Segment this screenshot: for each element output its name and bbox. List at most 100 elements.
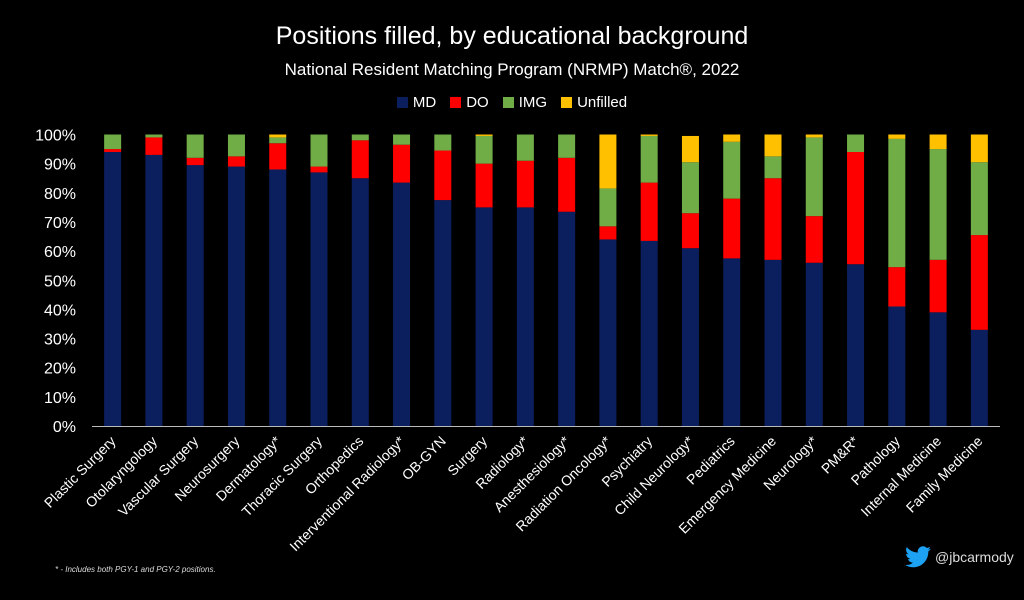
bar-segment-md (764, 259, 782, 426)
bar-segment-md (145, 154, 163, 426)
legend-label: DO (466, 94, 489, 111)
y-tick-label: 50% (44, 273, 76, 290)
bar-segment-img (805, 137, 823, 217)
bar-segment-img (310, 134, 328, 167)
bar-segment-do (434, 150, 452, 201)
bar-segment-md (227, 166, 245, 426)
bar-segment-unfilled (599, 134, 617, 189)
bar-segment-img (558, 134, 576, 158)
bar-segment-md (516, 207, 534, 426)
bar-segment-md (599, 239, 617, 426)
y-tick-label: 0% (53, 419, 76, 436)
x-tick-label: OB-GYN (399, 433, 449, 483)
bar-segment-do (847, 151, 865, 265)
bar-segment-unfilled (929, 134, 947, 150)
bar-segment-img (269, 137, 287, 144)
legend-label: Unfilled (577, 94, 628, 111)
bar-segment-md (970, 329, 988, 426)
y-tick-label: 40% (44, 302, 76, 319)
bar-segment-img (434, 134, 452, 151)
legend-item-do: DO (450, 94, 489, 111)
bar-segment-unfilled (970, 134, 988, 163)
bar-segment-do (888, 267, 906, 307)
bar-segment-img (764, 156, 782, 179)
y-tick-label: 60% (44, 244, 76, 261)
y-tick-label: 90% (44, 157, 76, 174)
legend-item-md: MD (396, 94, 437, 111)
legend-swatch (450, 97, 462, 108)
bar-segment-img (351, 134, 369, 141)
x-tick-label: Otolaryngology (82, 433, 160, 511)
bar-segment-img (888, 138, 906, 268)
bar-segment-md (805, 262, 823, 426)
bar-segment-do (764, 178, 782, 260)
footnote: * - Includes both PGY-1 and PGY-2 positi… (55, 565, 216, 574)
x-tick-label: Family Medicine (903, 433, 986, 516)
bar-segment-md (310, 172, 328, 426)
bar-segment-img (847, 134, 865, 152)
bar-segment-do (723, 198, 741, 259)
bar-segment-do (310, 166, 328, 173)
bar-segment-do (186, 157, 204, 166)
bar-segment-img (929, 149, 947, 260)
bar-segment-do (640, 182, 658, 241)
bar-segment-do (558, 157, 576, 212)
bar-segment-do (929, 259, 947, 313)
bar-segment-md (929, 312, 947, 426)
bar-segment-md (434, 200, 452, 426)
bar-segment-img (599, 188, 617, 227)
bar-segment-md (847, 264, 865, 426)
bar-segment-img (393, 134, 411, 145)
bar-segment-do (599, 226, 617, 240)
bar-segment-md (475, 207, 493, 426)
handle-text: @jbcarmody (935, 549, 1014, 565)
bar-segment-unfilled (475, 134, 493, 136)
bar-segment-do (145, 137, 163, 155)
bar-segment-do (805, 216, 823, 263)
bar-segment-img (640, 135, 658, 183)
bar-segment-md (681, 248, 699, 426)
bar-segment-img (723, 141, 741, 199)
legend-label: MD (412, 94, 437, 111)
y-tick-label: 100% (35, 128, 76, 145)
bar-segment-do (269, 143, 287, 170)
bar-segment-md (351, 178, 369, 426)
bar-segment-md (104, 151, 122, 427)
legend-item-img: IMG (502, 94, 548, 111)
legend-label: IMG (518, 94, 548, 111)
bar-segment-do (516, 160, 534, 208)
legend-item-unfilled: Unfilled (561, 94, 627, 111)
y-tick-label: 70% (44, 215, 76, 232)
legend-swatch (502, 97, 514, 108)
x-tick-label: Plastic Surgery (41, 433, 119, 511)
bar-segment-do (227, 156, 245, 167)
y-tick-label: 80% (44, 186, 76, 203)
chart-title: Positions filled, by educational backgro… (275, 22, 749, 50)
bar-segment-img (145, 134, 163, 138)
bar-segment-md (558, 211, 576, 426)
bar-segment-md (269, 169, 287, 427)
bar-segment-do (104, 149, 122, 152)
twitter-handle: @jbcarmody (905, 546, 1014, 568)
bar-segment-unfilled (269, 134, 287, 138)
bar-segment-unfilled (888, 134, 906, 139)
bar-segment-do (475, 163, 493, 208)
bar-segment-unfilled (723, 134, 741, 142)
bar-segment-md (640, 240, 658, 426)
bar-segment-md (393, 182, 411, 426)
chart-subtitle: National Resident Matching Program (NRMP… (284, 60, 740, 79)
twitter-bird-icon (905, 546, 931, 568)
bar-segment-md (723, 258, 741, 426)
bar-segment-unfilled (640, 134, 658, 136)
bar-segment-img (186, 134, 204, 158)
y-tick-label: 10% (44, 390, 76, 407)
bar-segment-md (888, 306, 906, 426)
legend-swatch (561, 97, 573, 108)
bar-segment-unfilled (805, 134, 823, 138)
legend: MD DO IMG Unfilled (0, 94, 1024, 111)
y-tick-label: 20% (44, 361, 76, 378)
bar-segment-img (970, 162, 988, 236)
bar-segment-unfilled (681, 135, 699, 163)
bar-segment-md (186, 165, 204, 427)
